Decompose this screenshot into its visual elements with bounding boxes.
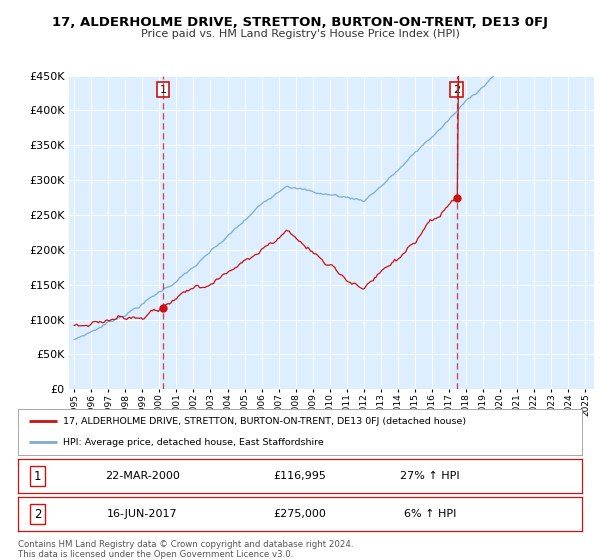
Text: Price paid vs. HM Land Registry's House Price Index (HPI): Price paid vs. HM Land Registry's House … — [140, 29, 460, 39]
Text: 17, ALDERHOLME DRIVE, STRETTON, BURTON-ON-TRENT, DE13 0FJ (detached house): 17, ALDERHOLME DRIVE, STRETTON, BURTON-O… — [63, 417, 466, 426]
Text: £116,995: £116,995 — [274, 471, 326, 481]
Text: 22-MAR-2000: 22-MAR-2000 — [104, 471, 179, 481]
Text: Contains HM Land Registry data © Crown copyright and database right 2024.: Contains HM Land Registry data © Crown c… — [18, 540, 353, 549]
Text: This data is licensed under the Open Government Licence v3.0.: This data is licensed under the Open Gov… — [18, 550, 293, 559]
Text: 27% ↑ HPI: 27% ↑ HPI — [400, 471, 460, 481]
Text: £275,000: £275,000 — [274, 509, 326, 519]
Text: 17, ALDERHOLME DRIVE, STRETTON, BURTON-ON-TRENT, DE13 0FJ: 17, ALDERHOLME DRIVE, STRETTON, BURTON-O… — [52, 16, 548, 29]
Text: 2: 2 — [34, 507, 41, 521]
Text: 2: 2 — [453, 85, 460, 95]
Text: 6% ↑ HPI: 6% ↑ HPI — [404, 509, 456, 519]
Text: 1: 1 — [160, 85, 167, 95]
Text: 1: 1 — [34, 469, 41, 483]
Text: 16-JUN-2017: 16-JUN-2017 — [107, 509, 178, 519]
Text: HPI: Average price, detached house, East Staffordshire: HPI: Average price, detached house, East… — [63, 438, 324, 447]
